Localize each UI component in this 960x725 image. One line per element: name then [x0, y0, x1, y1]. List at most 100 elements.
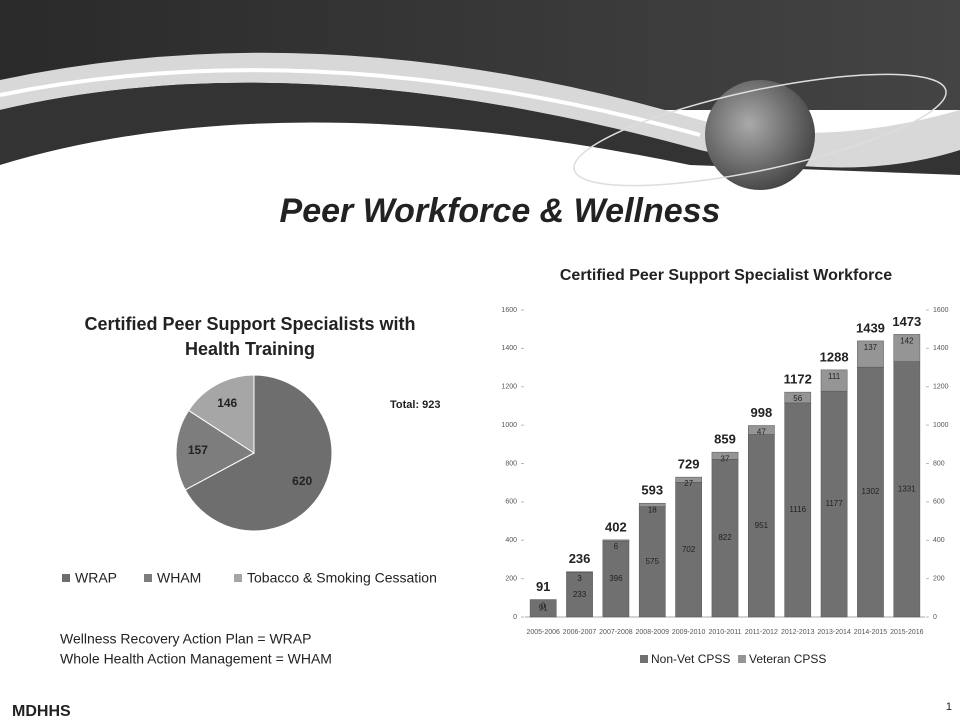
annotation: Total: 923 — [390, 399, 441, 411]
legend-swatch — [62, 574, 70, 582]
chart-title: Certified Peer Support Specialists with — [84, 314, 415, 334]
bar-segment — [566, 572, 593, 618]
pie-slice — [175, 409, 255, 491]
bar-segment — [820, 390, 848, 618]
data-label: 157 — [188, 443, 208, 457]
segment-label: 951 — [755, 521, 769, 530]
total-label: 1439 — [856, 320, 885, 335]
segment-label: 233 — [573, 590, 587, 599]
y-tick-label: 1600 — [501, 307, 517, 314]
footnote: Wellness Recovery Action Plan = WRAP — [60, 631, 311, 647]
segment-label: 137 — [864, 343, 878, 352]
total-label: 1473 — [892, 314, 921, 329]
bar-segment — [784, 391, 812, 404]
bar-segment — [711, 459, 739, 618]
segment-label: 1302 — [862, 487, 880, 496]
y-tick-label: 1200 — [501, 384, 517, 391]
bar-segment — [857, 366, 884, 618]
bar-segment — [857, 340, 884, 368]
y2-tick-label: 600 — [933, 499, 945, 506]
total-label: 998 — [751, 405, 773, 420]
segment-label: 3 — [577, 574, 582, 583]
legend-swatch — [144, 574, 152, 582]
segment-label: 111 — [828, 372, 841, 381]
segment-label: 56 — [793, 394, 802, 403]
y-tick-label: 400 — [505, 537, 517, 544]
segment-label: 37 — [721, 454, 730, 463]
total-label: 402 — [605, 519, 627, 534]
legend-swatch — [640, 655, 648, 663]
data-label: 146 — [217, 396, 237, 410]
legend-label: WRAP — [75, 570, 117, 586]
legend-label: Tobacco & Smoking Cessation — [247, 570, 437, 586]
segment-label: 1331 — [898, 484, 916, 493]
total-label: 1288 — [820, 349, 849, 364]
segment-label: 702 — [682, 545, 696, 554]
bar-segment — [893, 334, 921, 362]
y-tick-label: 0 — [513, 614, 517, 621]
pie-slice — [184, 374, 333, 532]
segment-label: 0 — [541, 602, 546, 611]
data-label: 620 — [292, 474, 312, 488]
x-tick-label: 2010-2011 — [709, 629, 742, 636]
x-tick-label: 2011-2012 — [745, 629, 778, 636]
segment-label: 822 — [718, 533, 732, 542]
y-tick-label: 600 — [505, 499, 517, 506]
x-tick-label: 2008-2009 — [636, 629, 670, 636]
y-tick-label: 1400 — [501, 345, 517, 352]
y2-tick-label: 400 — [933, 537, 945, 544]
legend-label: WHAM — [157, 570, 201, 586]
bar-segment — [566, 571, 593, 573]
logo: MDHHS — [12, 703, 71, 720]
x-tick-label: 2014-2015 — [854, 629, 888, 636]
y2-tick-label: 200 — [933, 575, 945, 582]
bar-segment — [602, 540, 630, 618]
x-tick-label: 2006-2007 — [563, 629, 597, 636]
x-tick-label: 2009-2010 — [672, 629, 706, 636]
segment-label: 575 — [646, 557, 660, 566]
y-tick-label: 800 — [505, 460, 517, 467]
x-tick-label: 2005-2006 — [526, 629, 560, 636]
segment-label: 1116 — [789, 505, 806, 514]
y-tick-label: 1000 — [501, 422, 517, 429]
bar-segment — [675, 476, 702, 483]
chart-title: Health Training — [185, 339, 315, 359]
y2-tick-label: 1400 — [933, 345, 949, 352]
total-label: 729 — [678, 457, 700, 472]
total-label: 1172 — [784, 372, 812, 387]
header-banner — [0, 0, 960, 190]
slide-title: Peer Workforce & Wellness — [280, 192, 721, 230]
segment-label: 47 — [757, 428, 766, 437]
legend-swatch — [738, 655, 746, 663]
total-label: 236 — [569, 551, 591, 566]
legend-label: Non-Vet CPSS — [651, 652, 730, 666]
chart-title: Certified Peer Support Specialist Workfo… — [560, 267, 892, 284]
x-tick-label: 2015-2016 — [890, 629, 924, 636]
y2-tick-label: 1200 — [933, 384, 949, 391]
pie-slice — [187, 374, 255, 454]
bar-segment — [602, 539, 630, 542]
segment-label: 1177 — [825, 499, 843, 508]
segment-label: 18 — [648, 505, 657, 514]
segment-label: 142 — [900, 336, 914, 345]
segment-label: 396 — [609, 574, 623, 583]
y-tick-label: 200 — [505, 575, 517, 582]
bar-segment — [675, 482, 702, 618]
bar-segment — [529, 599, 557, 618]
segment-label: 6 — [614, 542, 619, 551]
bar-segment — [784, 402, 812, 618]
x-tick-label: 2013-2014 — [817, 629, 851, 636]
total-label: 91 — [536, 579, 550, 594]
footnote: Whole Health Action Management = WHAM — [60, 651, 332, 667]
total-label: 859 — [714, 432, 736, 447]
y2-tick-label: 1000 — [933, 422, 949, 429]
legend-label: Veteran CPSS — [749, 652, 826, 666]
bar-segment — [711, 451, 739, 460]
page-number: 1 — [946, 701, 952, 713]
x-tick-label: 2007-2008 — [599, 629, 633, 636]
legend-swatch — [234, 574, 242, 582]
bar-segment — [638, 502, 666, 507]
total-label: 593 — [641, 483, 663, 498]
segment-label: 27 — [684, 479, 693, 488]
